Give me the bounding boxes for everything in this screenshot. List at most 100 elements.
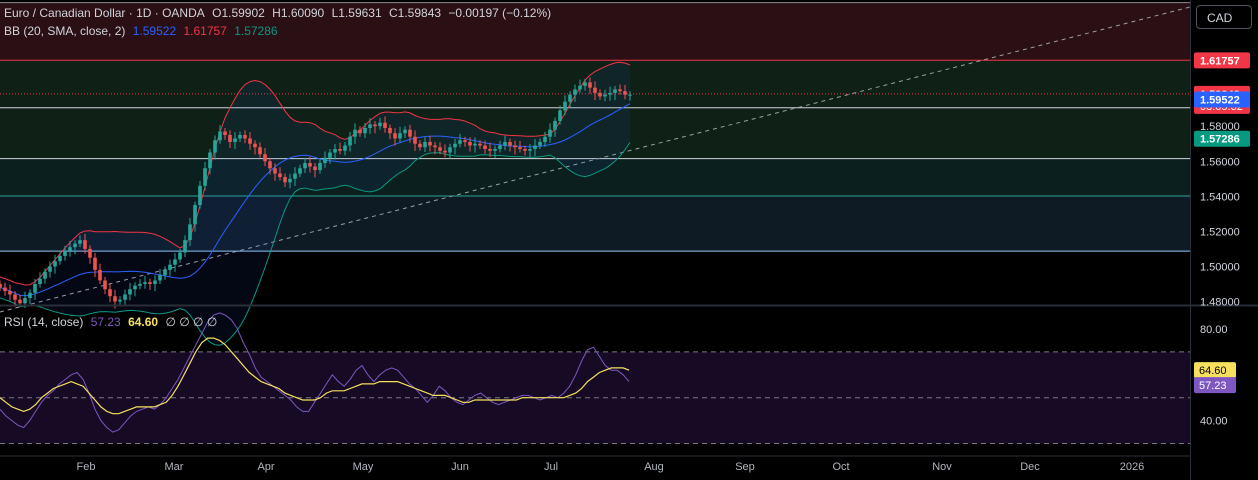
high-number: 1.60090 [280, 6, 325, 20]
price-label: 1.61757 [1194, 52, 1250, 69]
x-tick-label: Feb [77, 461, 96, 473]
rsi-extra-values: ∅ ∅ ∅ ∅ [165, 315, 218, 329]
candle-body [68, 247, 72, 251]
candle-body [33, 283, 37, 293]
currency-button[interactable]: CAD [1196, 5, 1252, 29]
candle-body [83, 240, 87, 249]
candle-body [248, 138, 252, 144]
candle-body [338, 148, 342, 151]
candle [103, 276, 107, 294]
candle [13, 290, 17, 307]
candle-body [563, 101, 567, 111]
candle [183, 235, 187, 258]
candle [318, 158, 322, 174]
candle [133, 282, 137, 297]
candle [438, 142, 442, 155]
zone-middle [0, 60, 1190, 159]
candle-body [268, 161, 272, 169]
rsi-ma-line [0, 337, 630, 415]
candle-body [188, 224, 192, 241]
candle-body [58, 255, 62, 262]
candle [128, 282, 132, 301]
candle [503, 135, 507, 151]
candle-body [543, 136, 547, 142]
candle [0, 280, 2, 291]
candle-body [588, 82, 592, 88]
candle [368, 118, 372, 134]
rsi-legend[interactable]: RSI (14, close) 57.23 64.60 ∅ ∅ ∅ ∅ [4, 315, 221, 329]
candle [188, 218, 192, 247]
candle-body [203, 168, 207, 186]
rsi-y-tick-label: 80.00 [1200, 324, 1228, 336]
high-label: H [272, 6, 281, 20]
candle-body [608, 92, 612, 95]
candle-body [373, 124, 377, 127]
candle [88, 245, 92, 264]
candle-body [333, 148, 337, 153]
x-tick-label: Oct [832, 461, 849, 473]
candle-body [408, 129, 412, 137]
candle [273, 163, 277, 181]
candle-body [133, 285, 137, 290]
candle-body [278, 173, 282, 178]
bb-legend[interactable]: BB (20, SMA, close, 2) 1.59522 1.61757 1… [4, 24, 282, 38]
candle [238, 131, 242, 142]
candle [528, 144, 532, 157]
candle-body [573, 89, 577, 95]
candle [293, 167, 297, 186]
candle [413, 130, 417, 151]
x-tick-label: Dec [1020, 461, 1040, 473]
candle-body [288, 178, 292, 183]
candle-body [468, 141, 472, 146]
candle-body [163, 269, 167, 276]
candle [458, 133, 462, 148]
rsi-axis-label: 57.23 [1194, 377, 1236, 394]
candle [3, 282, 7, 296]
rsi-axis-label-text: 64.60 [1199, 365, 1227, 377]
candle [533, 139, 537, 157]
candle [573, 84, 577, 102]
candle [173, 253, 177, 272]
candle-body [428, 141, 432, 146]
candle [383, 116, 387, 133]
symbol-title[interactable]: Euro / Canadian Dollar · 1D · OANDA [4, 6, 205, 20]
candle-body [108, 289, 112, 297]
candle-body [73, 243, 77, 248]
candle-body [613, 89, 617, 93]
candle-body [78, 240, 82, 244]
candle-body [368, 124, 372, 128]
x-tick-label: Jul [544, 461, 558, 473]
bb-upper-value: 1.61757 [183, 24, 227, 38]
candle [258, 142, 262, 158]
candle-body [593, 87, 597, 93]
candle [303, 158, 307, 174]
candle [598, 89, 602, 100]
candle-body [313, 166, 317, 171]
price-label: 1.57286 [1194, 130, 1250, 147]
candle [363, 123, 367, 138]
candle-body [48, 266, 52, 272]
candle-body [463, 140, 467, 142]
x-tick-label: Aug [644, 461, 664, 473]
candle-body [518, 147, 522, 149]
candle-body [208, 152, 212, 169]
candle [348, 131, 352, 152]
candle [178, 248, 182, 263]
candle-body [293, 173, 297, 179]
candle [508, 138, 512, 152]
bb-upper-line [0, 61, 631, 286]
candle-body [528, 148, 532, 151]
candle [158, 268, 162, 284]
candle [443, 144, 447, 158]
candle [153, 275, 157, 292]
candle-body [298, 168, 302, 174]
price-label: 1.59522 [1194, 91, 1250, 108]
candle-body [493, 148, 497, 151]
candle-body [578, 85, 582, 90]
candle [523, 145, 527, 156]
rsi-axis-label-bg [1194, 362, 1236, 379]
candle-body [548, 129, 552, 137]
candle [538, 138, 542, 149]
candle [403, 126, 407, 138]
